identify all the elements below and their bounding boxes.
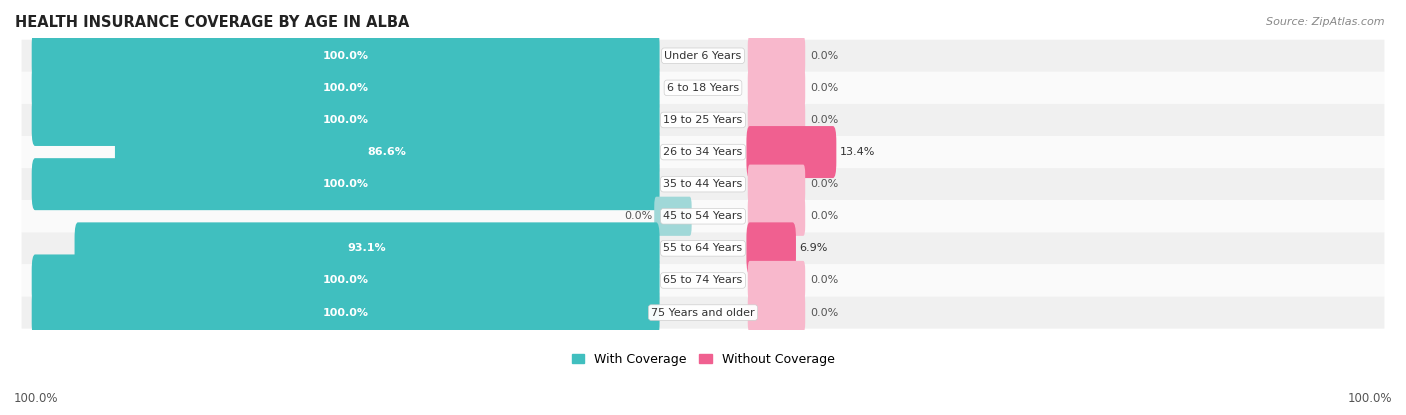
Text: HEALTH INSURANCE COVERAGE BY AGE IN ALBA: HEALTH INSURANCE COVERAGE BY AGE IN ALBA: [15, 15, 409, 30]
FancyBboxPatch shape: [21, 72, 1385, 104]
FancyBboxPatch shape: [21, 296, 1385, 329]
Text: 0.0%: 0.0%: [810, 51, 838, 61]
Text: 100.0%: 100.0%: [322, 276, 368, 286]
FancyBboxPatch shape: [21, 200, 1385, 232]
FancyBboxPatch shape: [748, 36, 806, 76]
Text: 100.0%: 100.0%: [322, 51, 368, 61]
Text: Under 6 Years: Under 6 Years: [665, 51, 741, 61]
FancyBboxPatch shape: [21, 136, 1385, 168]
Text: 100.0%: 100.0%: [322, 115, 368, 125]
Text: 55 to 64 Years: 55 to 64 Years: [664, 243, 742, 254]
Text: 100.0%: 100.0%: [14, 392, 59, 405]
FancyBboxPatch shape: [21, 40, 1385, 72]
Text: 6.9%: 6.9%: [799, 243, 828, 254]
FancyBboxPatch shape: [32, 158, 659, 210]
Text: 19 to 25 Years: 19 to 25 Years: [664, 115, 742, 125]
Text: 100.0%: 100.0%: [322, 308, 368, 317]
FancyBboxPatch shape: [32, 287, 659, 339]
FancyBboxPatch shape: [748, 261, 806, 300]
Text: 0.0%: 0.0%: [810, 211, 838, 221]
FancyBboxPatch shape: [748, 293, 806, 332]
Text: 93.1%: 93.1%: [347, 243, 387, 254]
FancyBboxPatch shape: [32, 254, 659, 306]
FancyBboxPatch shape: [748, 197, 806, 236]
Text: 0.0%: 0.0%: [810, 83, 838, 93]
FancyBboxPatch shape: [115, 126, 659, 178]
FancyBboxPatch shape: [32, 30, 659, 82]
Text: 13.4%: 13.4%: [839, 147, 875, 157]
FancyBboxPatch shape: [32, 94, 659, 146]
Text: 75 Years and older: 75 Years and older: [651, 308, 755, 317]
Legend: With Coverage, Without Coverage: With Coverage, Without Coverage: [567, 348, 839, 371]
Text: 6 to 18 Years: 6 to 18 Years: [666, 83, 740, 93]
Text: 100.0%: 100.0%: [322, 83, 368, 93]
FancyBboxPatch shape: [75, 222, 659, 274]
FancyBboxPatch shape: [748, 100, 806, 139]
Text: 35 to 44 Years: 35 to 44 Years: [664, 179, 742, 189]
FancyBboxPatch shape: [21, 264, 1385, 296]
Text: 100.0%: 100.0%: [1347, 392, 1392, 405]
Text: 65 to 74 Years: 65 to 74 Years: [664, 276, 742, 286]
FancyBboxPatch shape: [21, 104, 1385, 136]
Text: 0.0%: 0.0%: [810, 179, 838, 189]
Text: 0.0%: 0.0%: [624, 211, 652, 221]
FancyBboxPatch shape: [654, 197, 692, 236]
Text: 0.0%: 0.0%: [810, 276, 838, 286]
FancyBboxPatch shape: [747, 126, 837, 178]
FancyBboxPatch shape: [21, 168, 1385, 200]
Text: 0.0%: 0.0%: [810, 115, 838, 125]
Text: 86.6%: 86.6%: [368, 147, 406, 157]
Text: 45 to 54 Years: 45 to 54 Years: [664, 211, 742, 221]
FancyBboxPatch shape: [747, 222, 796, 274]
FancyBboxPatch shape: [32, 62, 659, 114]
FancyBboxPatch shape: [21, 232, 1385, 264]
Text: Source: ZipAtlas.com: Source: ZipAtlas.com: [1267, 17, 1385, 27]
FancyBboxPatch shape: [748, 165, 806, 204]
Text: 26 to 34 Years: 26 to 34 Years: [664, 147, 742, 157]
FancyBboxPatch shape: [748, 68, 806, 107]
Text: 0.0%: 0.0%: [810, 308, 838, 317]
Text: 100.0%: 100.0%: [322, 179, 368, 189]
